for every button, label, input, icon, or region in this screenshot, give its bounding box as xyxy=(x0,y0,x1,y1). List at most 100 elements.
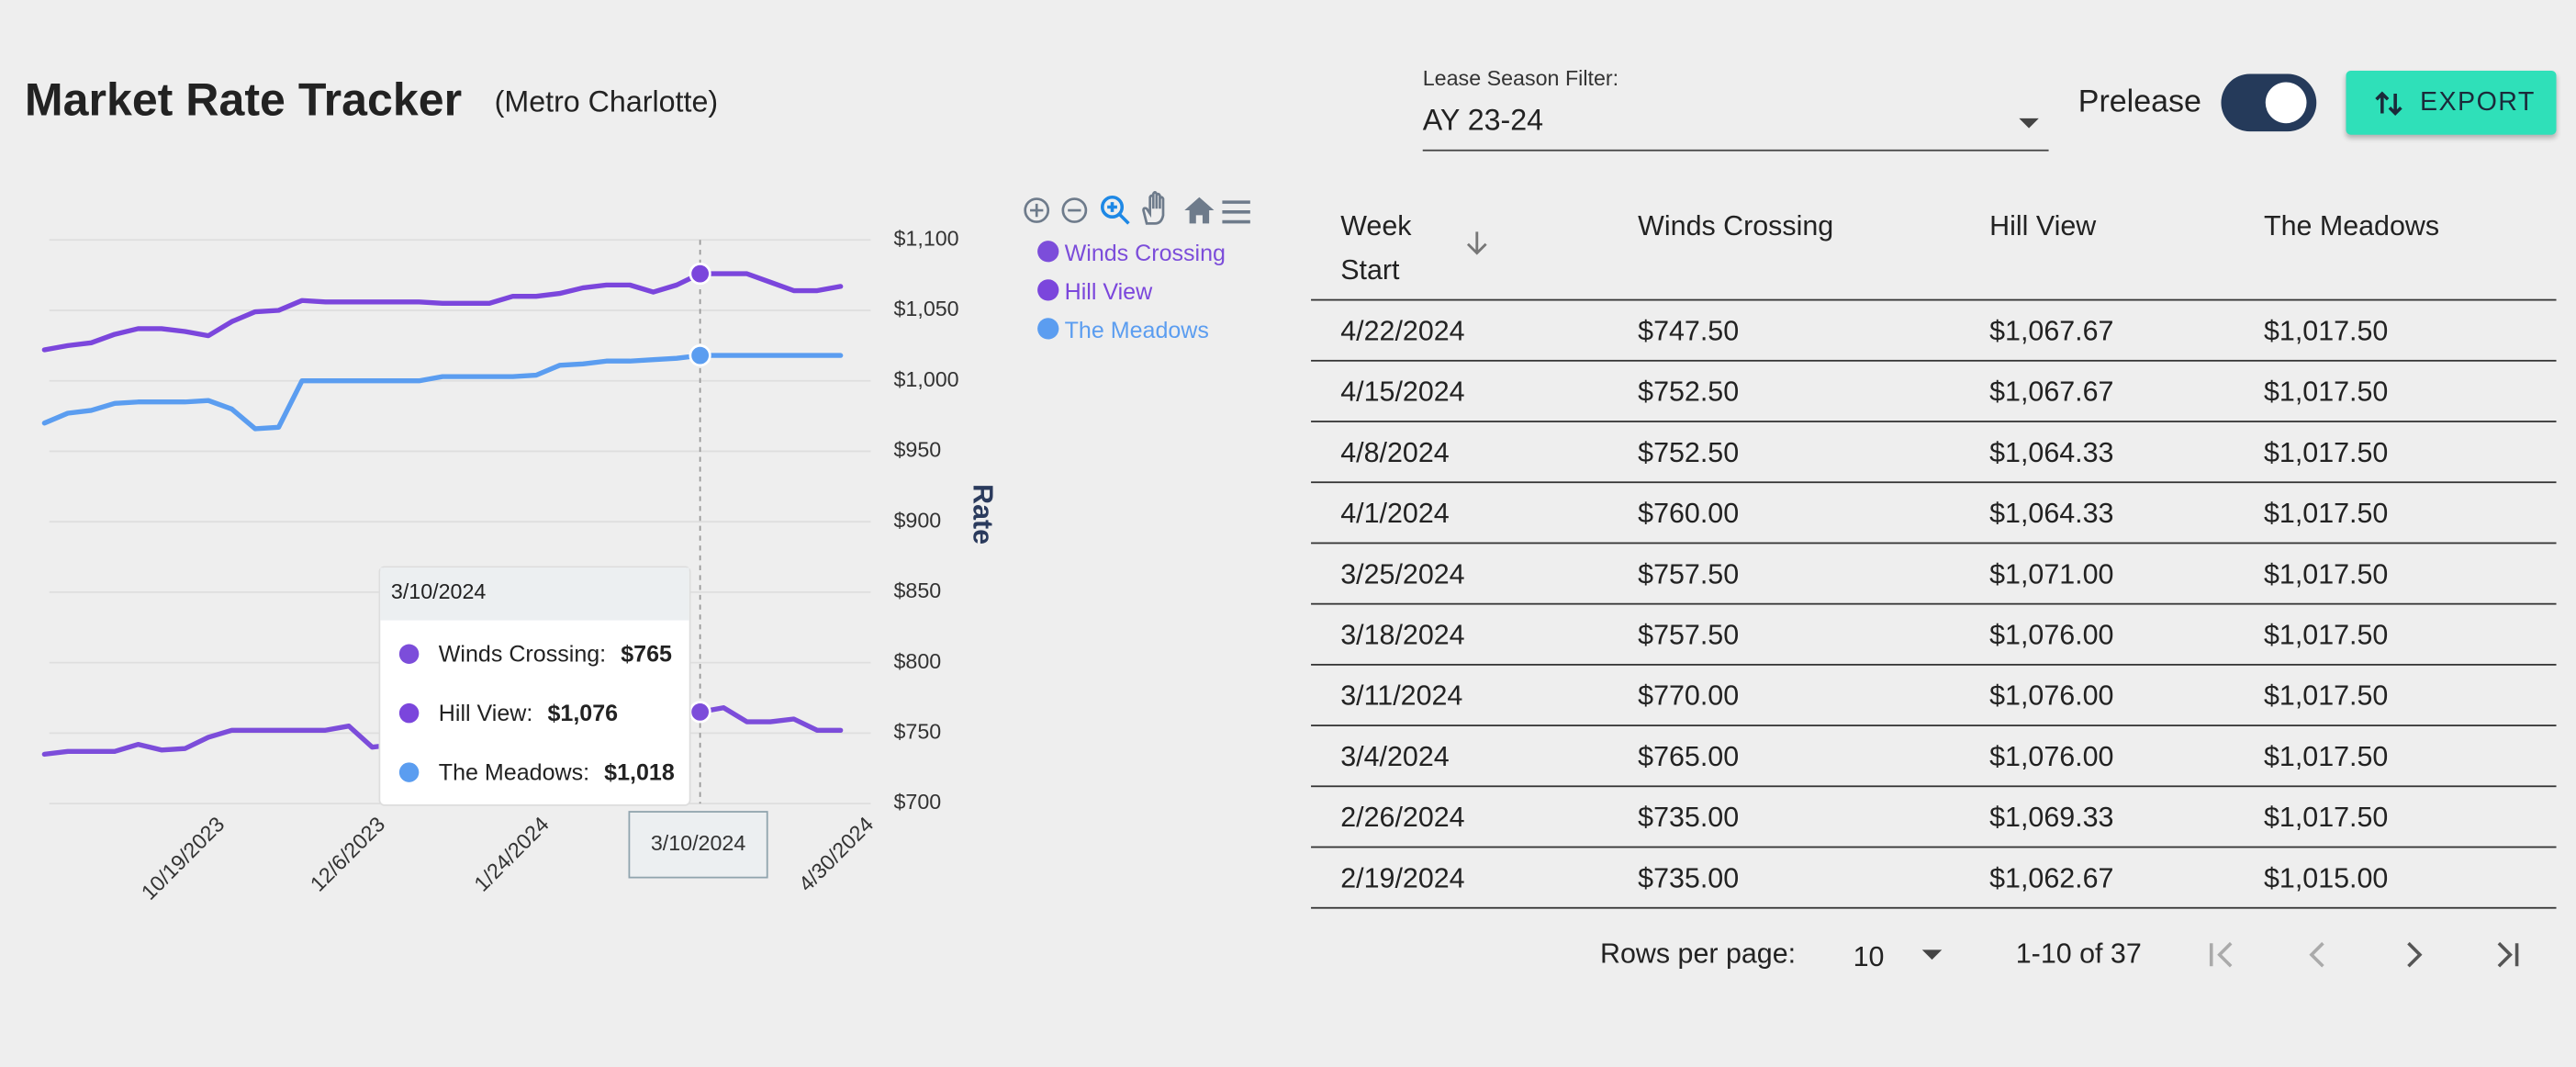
tooltip-header xyxy=(380,567,689,621)
hover-marker xyxy=(689,263,711,286)
table-cell: $1,017.50 xyxy=(2263,680,2389,712)
table-cell: $1,017.50 xyxy=(2263,558,2389,590)
table-row: 4/8/2024 $752.50 $1,064.33 $1,017.50 xyxy=(1311,422,2557,484)
filter-value[interactable]: AY 23-24 xyxy=(1422,103,1544,137)
table-cell: 4/15/2024 xyxy=(1340,376,1465,408)
filter-label: Lease Season Filter: xyxy=(1422,65,1619,91)
table-cell: 4/8/2024 xyxy=(1340,437,1450,469)
table-row: 3/25/2024 $757.50 $1,071.00 $1,017.50 xyxy=(1311,544,2557,605)
hover-marker xyxy=(689,701,711,724)
y-axis-title: Rate xyxy=(967,484,998,545)
table-row: 4/1/2024 $760.00 $1,064.33 $1,017.50 xyxy=(1311,483,2557,545)
table-cell: 3/4/2024 xyxy=(1340,741,1450,773)
table-cell: $1,076.00 xyxy=(1989,680,2114,712)
series-line xyxy=(41,353,844,432)
y-tick-label: $900 xyxy=(894,508,942,532)
table-row: 2/19/2024 $735.00 $1,062.67 $1,015.00 xyxy=(1311,848,2557,909)
table-cell: $1,064.33 xyxy=(1989,437,2114,469)
prev-page-button[interactable] xyxy=(2309,941,2324,968)
tooltip: 3/10/2024 Winds Crossing: $765 Hill View: $1… xyxy=(378,566,691,806)
tooltip-name: The Meadows: xyxy=(439,759,589,785)
next-page-button[interactable] xyxy=(2407,941,2423,968)
table-cell: $757.50 xyxy=(1638,619,1740,651)
table-row: 3/4/2024 $765.00 $1,076.00 $1,017.50 xyxy=(1311,726,2557,788)
page-nav xyxy=(2209,941,2519,968)
table-cell: 3/25/2024 xyxy=(1340,558,1465,590)
legend-item[interactable]: Winds Crossing xyxy=(1037,241,1226,266)
hover-marker xyxy=(689,344,711,367)
table-cell: $1,076.00 xyxy=(1989,619,2114,651)
table-cell: $1,062.67 xyxy=(1989,862,2114,894)
table-cell: $1,076.00 xyxy=(1989,741,2114,773)
zoom-out-icon[interactable] xyxy=(1061,197,1088,223)
table-cell: $757.50 xyxy=(1638,558,1740,590)
x-tick-label: 4/30/2024 xyxy=(794,812,879,896)
table-cell: $765.00 xyxy=(1638,741,1740,773)
page-subtitle: (Metro Charlotte) xyxy=(494,85,719,118)
y-tick-label: $700 xyxy=(894,790,942,814)
table-cell: 3/11/2024 xyxy=(1340,680,1463,712)
legend-marker xyxy=(1037,241,1059,263)
table-cell: 2/26/2024 xyxy=(1340,802,1465,834)
y-tick-label: $750 xyxy=(894,719,942,743)
export-button[interactable]: EXPORT xyxy=(2346,70,2557,135)
page-title: Market Rate Tracker xyxy=(24,73,463,126)
x-crosshair-label-box xyxy=(628,811,768,879)
tooltip-name: Hill View: xyxy=(439,701,533,726)
tooltip-marker xyxy=(398,644,420,664)
first-page-button[interactable] xyxy=(2209,941,2233,968)
last-page-button[interactable] xyxy=(2497,941,2519,968)
y-tick-label: $850 xyxy=(894,578,942,602)
column-header[interactable]: The Meadows xyxy=(2263,210,2440,242)
legend-marker xyxy=(1037,279,1059,301)
table-cell: $1,069.33 xyxy=(1989,802,2114,834)
table-cell: $1,017.50 xyxy=(2263,802,2389,834)
column-header[interactable]: Hill View xyxy=(1989,210,2097,242)
prelease-toggle[interactable] xyxy=(2221,73,2317,132)
column-header[interactable]: Winds Crossing xyxy=(1638,210,1834,242)
y-tick-label: $1,050 xyxy=(894,297,959,320)
pan-icon[interactable] xyxy=(1142,191,1165,225)
sort-arrow-icon[interactable] xyxy=(1465,230,1488,257)
toggle-knob xyxy=(2265,82,2307,124)
table-cell: $1,017.50 xyxy=(2263,376,2389,408)
x-tick-label: 1/24/2024 xyxy=(469,812,554,896)
x-tick-label: 12/6/2023 xyxy=(306,812,390,896)
menu-icon[interactable] xyxy=(1222,200,1250,224)
export-label: EXPORT xyxy=(2419,88,2536,118)
tooltip-marker xyxy=(398,762,420,782)
table-cell: 3/18/2024 xyxy=(1340,619,1465,651)
legend-item[interactable]: Hill View xyxy=(1037,279,1153,305)
chart-toolbar xyxy=(1024,191,1250,225)
table-cell: $760.00 xyxy=(1638,498,1740,530)
zoom-in-icon[interactable] xyxy=(1024,197,1050,223)
table-row: 3/18/2024 $757.50 $1,076.00 $1,017.50 xyxy=(1311,605,2557,666)
legend-item[interactable]: The Meadows xyxy=(1037,318,1209,343)
tooltip-box xyxy=(378,566,691,806)
export-icon xyxy=(2375,91,2402,117)
tooltip-name: Winds Crossing: xyxy=(439,642,606,668)
table-cell: 2/19/2024 xyxy=(1340,862,1465,894)
selection-zoom-icon[interactable] xyxy=(1100,195,1130,225)
column-header[interactable]: Week Start xyxy=(1340,210,1412,286)
legend-marker xyxy=(1037,318,1059,340)
legend-label: Hill View xyxy=(1065,279,1153,305)
rows-per-page-value[interactable]: 10 xyxy=(1853,941,1885,973)
table-cell: $1,071.00 xyxy=(1989,558,2114,590)
reset-zoom-icon[interactable] xyxy=(1184,197,1215,224)
tooltip-value: $765 xyxy=(621,642,672,668)
rows-dropdown-arrow[interactable] xyxy=(1921,949,1943,961)
table-cell: $752.50 xyxy=(1638,437,1740,469)
filter-dropdown-arrow[interactable] xyxy=(2018,117,2041,129)
table-cell: 4/22/2024 xyxy=(1340,315,1465,347)
table-cell: $1,017.50 xyxy=(2263,315,2389,347)
series-line xyxy=(41,271,844,353)
table-row: 4/22/2024 $747.50 $1,067.67 $1,017.50 xyxy=(1311,300,2557,362)
tooltip-value: $1,076 xyxy=(547,701,618,726)
table-header-row: Week Start Winds Crossing Hill View The Mea… xyxy=(1311,189,2557,301)
x-crosshair-label: 3/10/2024 xyxy=(651,831,746,855)
table-cell: $1,017.50 xyxy=(2263,498,2389,530)
table-cell: $735.00 xyxy=(1638,862,1740,894)
table-cell: $747.50 xyxy=(1638,315,1740,347)
